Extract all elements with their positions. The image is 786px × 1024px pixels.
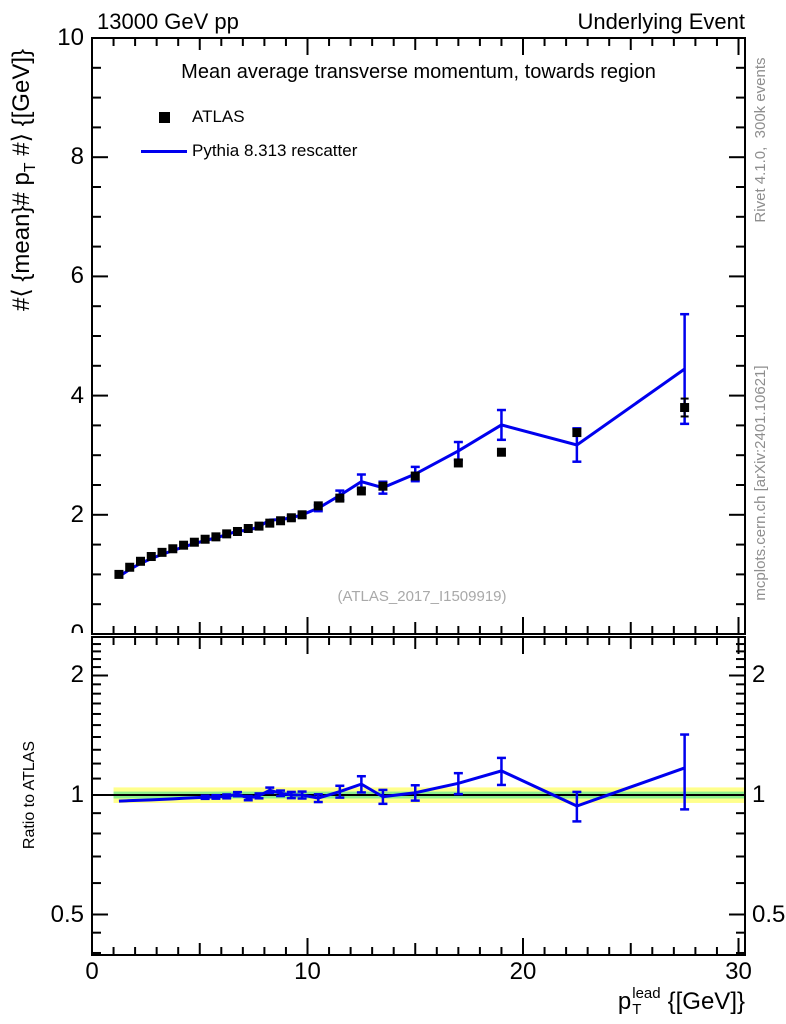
mcplots-arxiv-credit: mcplots.cern.ch [arXiv:2401.10621]	[752, 365, 769, 601]
legend-label-atlas: ATLAS	[192, 107, 245, 126]
main-y-tick-label: 10	[57, 24, 84, 51]
x-title-stack: lead T	[632, 986, 660, 1018]
x-axis-title: p lead T {[GeV]}	[618, 986, 745, 1018]
main-y-tick-label: 8	[70, 143, 84, 171]
analysis-category-label: Underlying Event	[577, 9, 745, 34]
ratio-y-tick-label-left: 1	[70, 781, 84, 808]
legend-entry-pythia: Pythia 8.313 rescatter	[136, 134, 357, 168]
main-y-axis-title: #⟨ {mean}# pT #⟩ {[GeV]}	[7, 10, 39, 350]
x-title-sup: lead	[632, 985, 661, 1002]
x-tick-label: 10	[294, 958, 321, 985]
main-y-tick-label: 2	[70, 500, 84, 528]
plot-title: Mean average transverse momentum, toward…	[181, 61, 656, 83]
ratio-y-tick-label-left: 2	[70, 661, 84, 689]
legend: ATLAS Pythia 8.313 rescatter	[136, 100, 357, 168]
x-title-base: p	[617, 987, 632, 1015]
y-title-pre: #⟨ {mean}# p	[8, 172, 35, 312]
ratio-y-tick-label-right: 2	[752, 661, 766, 689]
main-y-tick-label: 6	[70, 262, 84, 290]
rivet-version-credit: Rivet 4.1.0, 300k events	[752, 57, 769, 223]
main-y-tick-zero-clip: 0	[32, 620, 84, 633]
ratio-y-tick-label-right: 0.5	[752, 900, 786, 928]
analysis-id-watermark: (ATLAS_2017_I1509919)	[337, 588, 507, 605]
x-tick-label: 20	[509, 958, 537, 985]
legend-label-pythia: Pythia 8.313 rescatter	[192, 141, 358, 160]
main-y-tick-label: 4	[70, 381, 84, 409]
x-tick-label: 30	[725, 958, 752, 985]
ratio-y-tick-label-left: 0.5	[50, 900, 84, 928]
x-tick-label: 0	[85, 958, 99, 985]
main-y-tick-label: 0	[32, 620, 84, 633]
legend-entry-atlas: ATLAS	[136, 100, 357, 134]
y-title-post: #⟩ {[GeV]}	[8, 48, 35, 163]
x-title-unit: {[GeV]}	[667, 987, 745, 1015]
atlas-square-icon	[136, 111, 192, 123]
ratio-y-tick-label-right: 1	[752, 781, 766, 808]
x-title-sub: T	[632, 1000, 642, 1018]
beam-energy-label: 13000 GeV pp	[97, 9, 239, 34]
pythia-line-icon	[136, 149, 192, 153]
